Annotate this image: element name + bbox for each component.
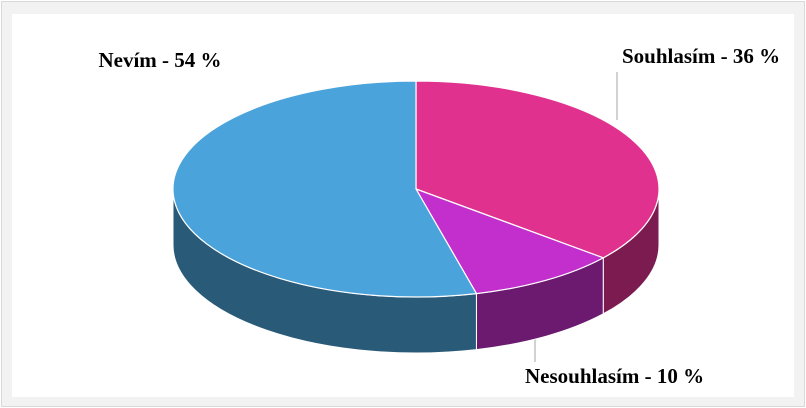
- pie-slice: [415, 80, 660, 259]
- pie-slice: [414, 187, 605, 295]
- data-label: Souhlasím - 36 %: [622, 44, 780, 68]
- data-label: Nesouhlasím - 10 %: [525, 364, 704, 388]
- data-label: Nevím - 54 %: [98, 48, 221, 72]
- pie-slice: [172, 80, 478, 298]
